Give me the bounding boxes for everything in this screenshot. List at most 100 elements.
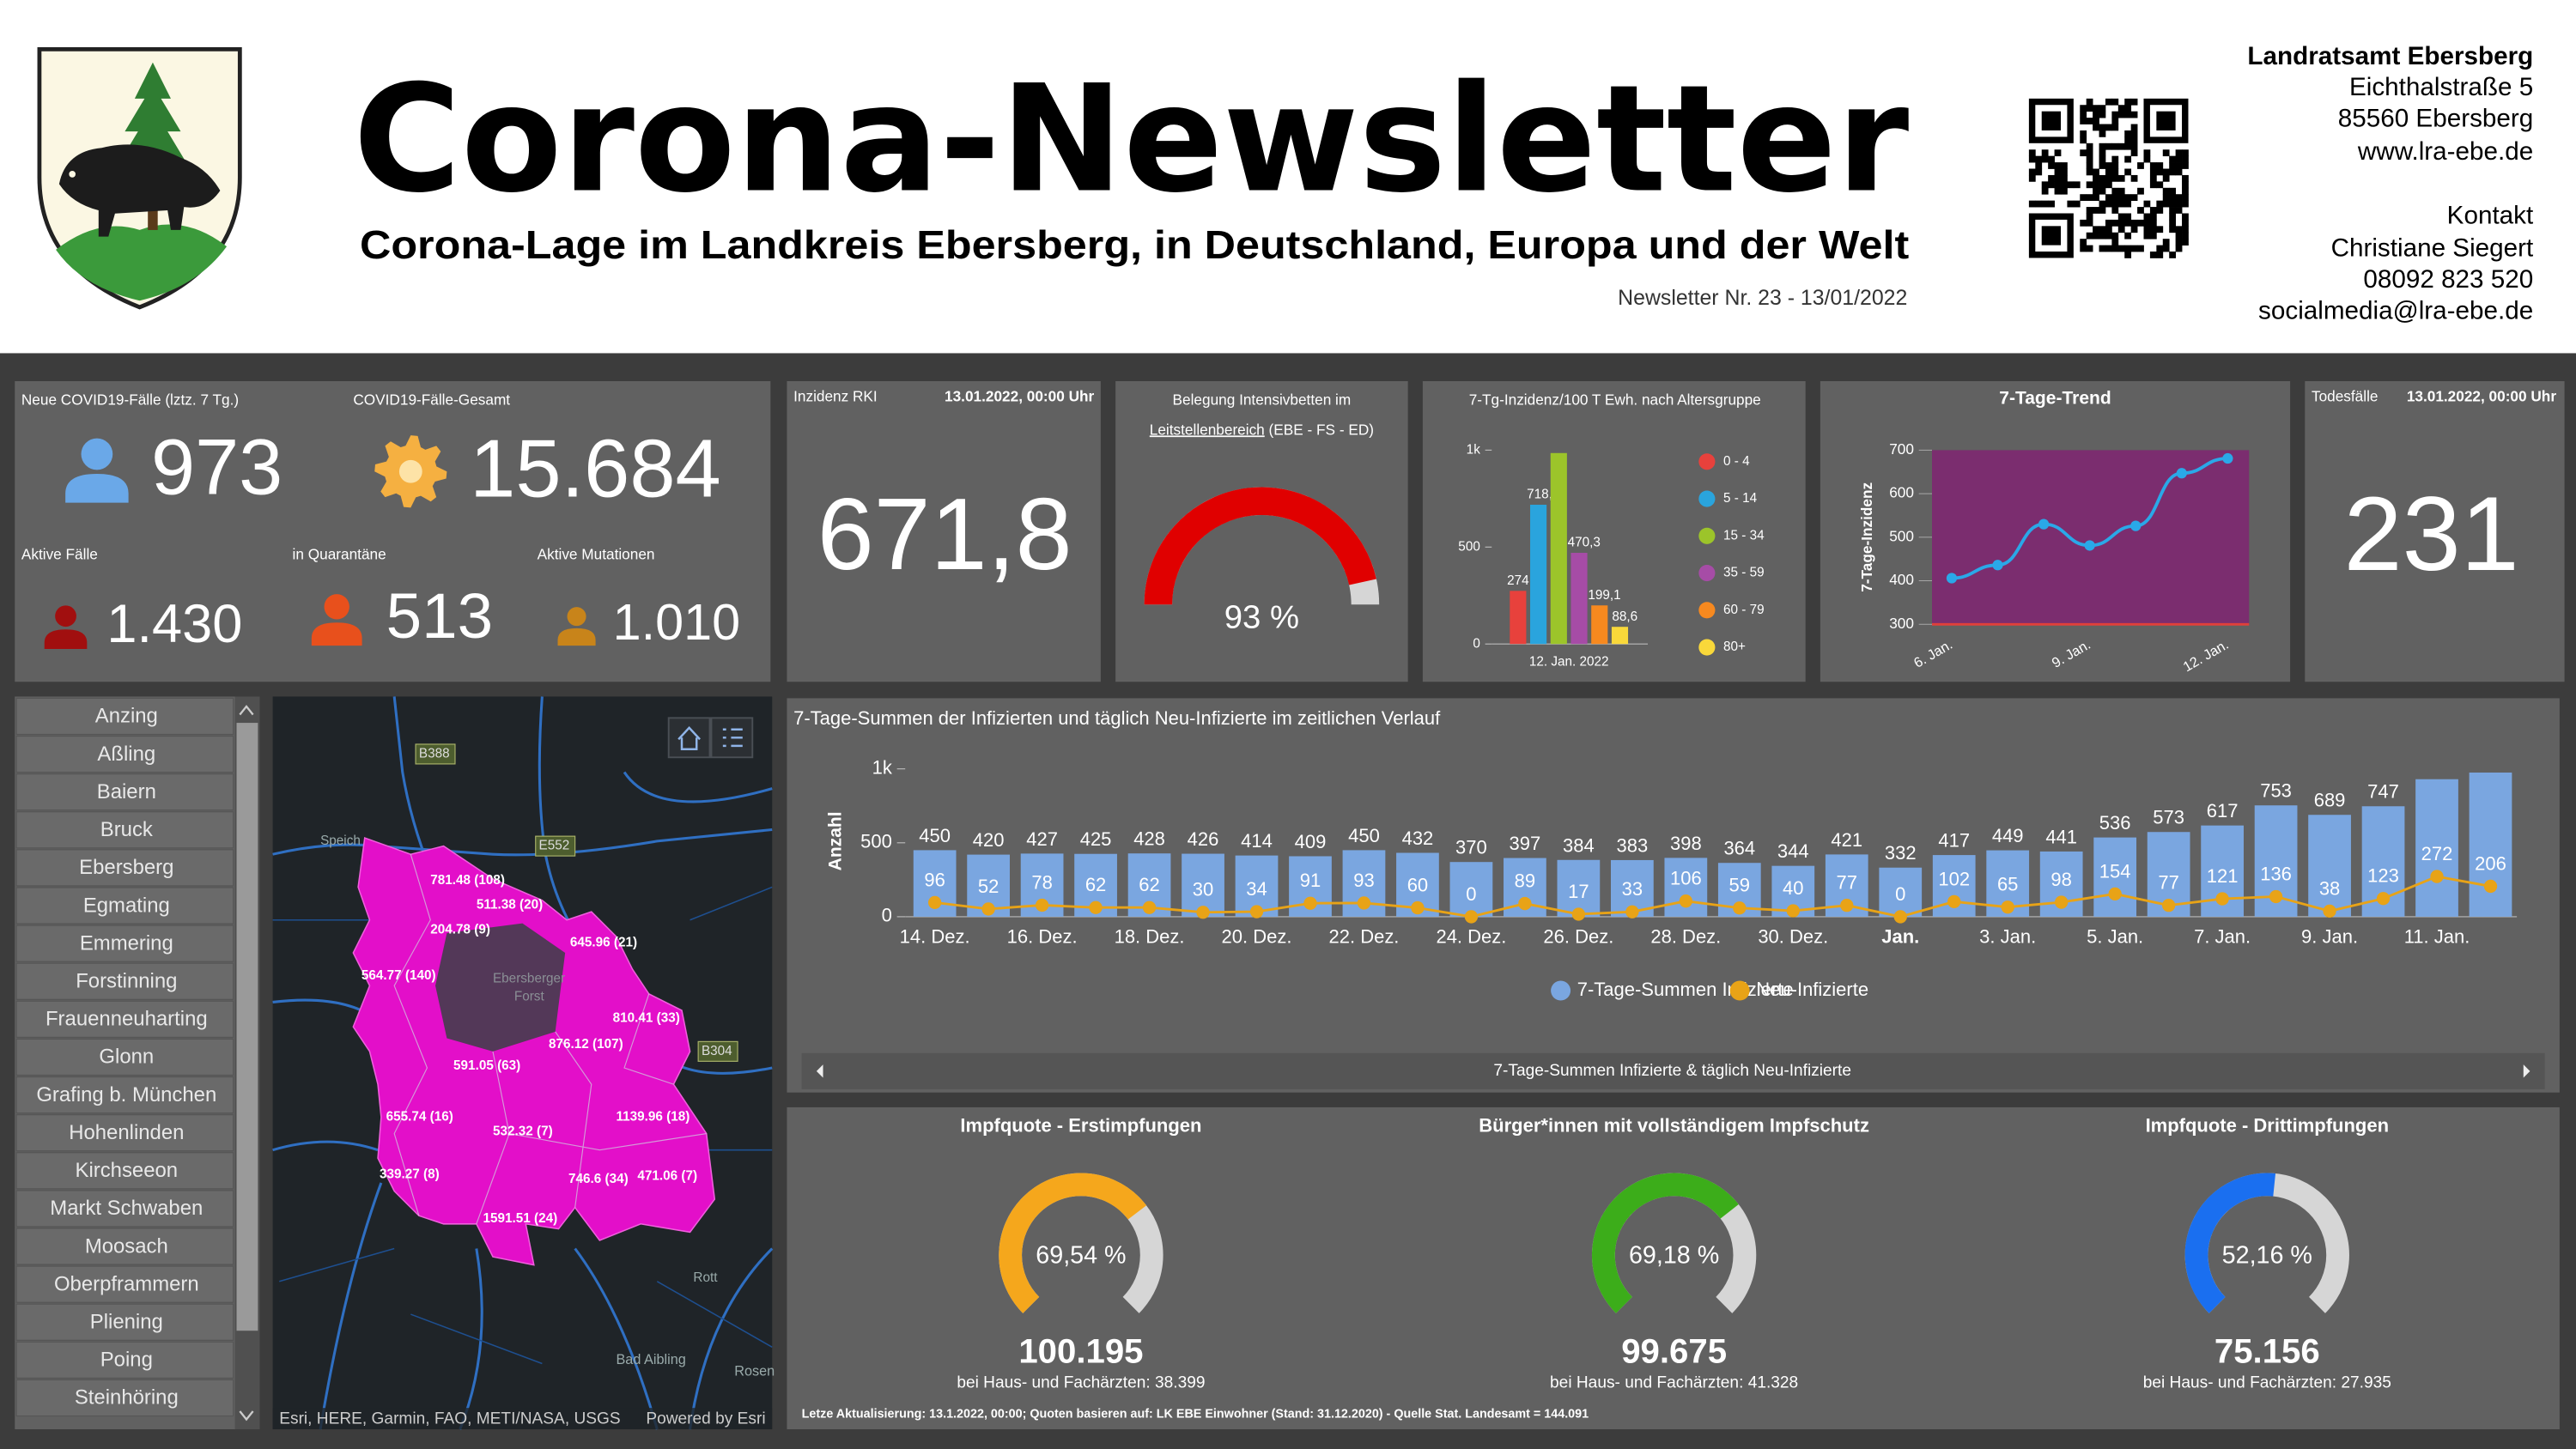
y-tick-label: 0	[1473, 636, 1480, 651]
list-row[interactable]	[15, 1038, 234, 1076]
qr-cell	[2054, 174, 2062, 182]
bar	[1550, 452, 1567, 645]
list-row[interactable]	[15, 1303, 234, 1341]
qr-cell	[2028, 168, 2036, 176]
x-tick-label: 20. Dez.	[1222, 926, 1292, 948]
x-tick-label: 12. Jan. 2022	[1529, 654, 1609, 669]
bar	[2093, 837, 2137, 917]
kpi-label: in Quarantäne	[293, 545, 386, 562]
qr-cell	[2149, 213, 2157, 221]
road-shield	[535, 835, 576, 857]
qr-cell	[2111, 239, 2119, 246]
data-label: 573	[2153, 807, 2184, 828]
list-row[interactable]	[15, 962, 234, 1000]
qr-cell	[2099, 155, 2106, 163]
qr-cell	[2169, 194, 2177, 202]
person-icon-body	[557, 627, 596, 646]
list-row[interactable]	[15, 925, 234, 962]
qr-cell	[2080, 149, 2087, 157]
map-powered: Powered by Esri	[646, 1410, 765, 1428]
qr-cell	[2169, 252, 2177, 258]
data-label: 398	[1670, 833, 1702, 854]
list-row[interactable]	[15, 849, 234, 887]
qr-cell	[2156, 252, 2164, 258]
qr-cell	[2093, 194, 2099, 202]
legend-swatch	[1729, 980, 1750, 1001]
scrollbar-thumb[interactable]	[236, 723, 258, 1331]
legend-swatch	[1698, 527, 1716, 544]
qr-cell	[2175, 149, 2183, 157]
line-point	[1035, 898, 1049, 912]
list-row[interactable]	[15, 811, 234, 849]
contact-line: 85560 Ebersberg	[2338, 105, 2534, 133]
person-icon-body	[311, 622, 362, 646]
qr-cell	[2086, 149, 2093, 157]
data-label: 199,1	[1588, 588, 1620, 603]
map-label: 810.41 (33)	[613, 1011, 680, 1026]
title: Corona-Newsletter	[353, 53, 1909, 226]
line-point	[2161, 899, 2176, 912]
qr-cell	[2130, 130, 2138, 137]
list-row[interactable]	[15, 1190, 234, 1228]
nav-prev[interactable]	[816, 1064, 823, 1078]
gauge-link[interactable]: Leitstellenbereich	[1150, 421, 1265, 438]
qr-cell	[2035, 168, 2043, 176]
map-label: 471.06 (7)	[637, 1168, 697, 1183]
map-home-button[interactable]	[667, 717, 711, 759]
qr-cell	[2111, 174, 2119, 182]
data-label: 0	[1895, 883, 1905, 905]
qr-cell	[2182, 239, 2189, 246]
qr-cell	[2105, 124, 2112, 131]
qr-cell	[2111, 142, 2119, 150]
bar	[1510, 591, 1527, 645]
y-tick-label: 400	[1889, 571, 1914, 588]
list-row[interactable]	[15, 1076, 234, 1114]
data-label: 364	[1723, 838, 1755, 859]
list-item: Kirchseeon	[76, 1159, 179, 1182]
qr-cell	[2067, 200, 2075, 208]
qr-cell	[2105, 219, 2112, 227]
list-row[interactable]	[15, 1000, 234, 1038]
incidence-label: Inzidenz RKI	[793, 388, 878, 405]
data-label: 449	[1992, 825, 2024, 846]
qr-cell	[2130, 124, 2138, 131]
qr-cell	[2130, 226, 2138, 233]
home-icon	[677, 725, 701, 750]
list-row[interactable]	[15, 1379, 234, 1417]
line-point	[1946, 573, 1958, 584]
scroll-up[interactable]	[239, 705, 254, 716]
list-row[interactable]	[15, 1341, 234, 1379]
list-item: Hohenlinden	[69, 1121, 184, 1144]
list-row[interactable]	[15, 697, 234, 736]
list-row[interactable]	[15, 1265, 234, 1303]
list-row[interactable]	[15, 1152, 234, 1190]
nav-next[interactable]	[2523, 1064, 2530, 1078]
map-label: 591.05 (63)	[453, 1058, 520, 1073]
list-row[interactable]	[15, 1228, 234, 1265]
chart-title: 7-Tage-Trend	[1999, 389, 2111, 409]
qr-cell	[2124, 252, 2132, 258]
list-row[interactable]	[15, 1114, 234, 1152]
data-label: 414	[1241, 830, 1273, 852]
bar	[2469, 772, 2512, 917]
qr-cell	[2048, 200, 2055, 208]
scroll-down[interactable]	[239, 1410, 254, 1422]
list-item: Forstinning	[76, 969, 177, 992]
data-label: 383	[1617, 834, 1649, 856]
x-tick-label: 7. Jan.	[2194, 926, 2251, 948]
qr-cell	[2182, 194, 2189, 202]
qr-cell	[2117, 187, 2125, 195]
qr-cell	[2156, 168, 2164, 176]
gauge-note: bei Haus- und Fachärzten: 41.328	[1550, 1373, 1798, 1391]
map-label: 645.96 (21)	[570, 936, 637, 950]
plot-area	[1932, 450, 2250, 625]
qr-cell	[2086, 162, 2093, 169]
qr-cell	[2117, 105, 2125, 112]
list-row[interactable]	[15, 887, 234, 925]
list-row[interactable]	[15, 735, 234, 773]
data-label: 397	[1510, 833, 1541, 854]
qr-cell	[2041, 200, 2049, 208]
list-row[interactable]	[15, 773, 234, 811]
line-point	[1196, 906, 1210, 919]
data-label: 88,6	[1612, 609, 1637, 624]
